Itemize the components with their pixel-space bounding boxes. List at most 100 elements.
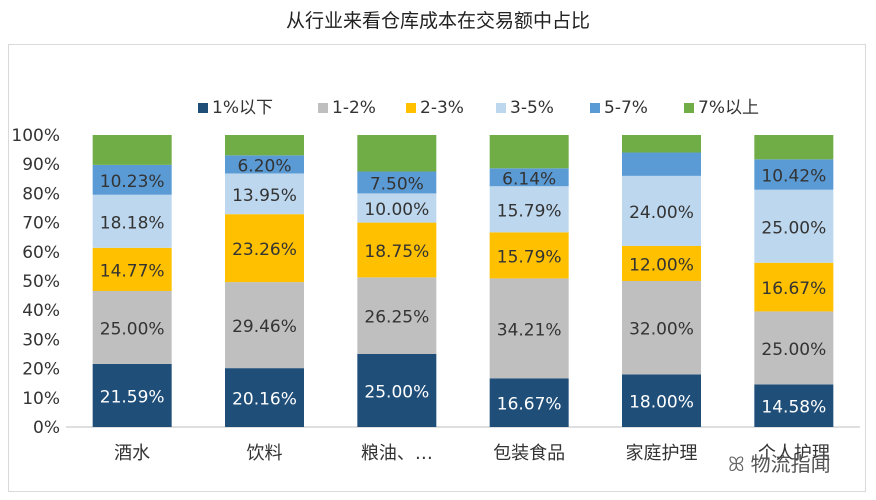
- y-tick-label: 10%: [22, 389, 60, 409]
- bar-segment: [622, 135, 701, 153]
- watermark-text: 物流指闻: [750, 452, 831, 476]
- bar-segment: [225, 155, 304, 174]
- data-label: 25.00%: [761, 218, 826, 238]
- bar-segment: [489, 186, 569, 233]
- data-label: 18.18%: [100, 213, 165, 233]
- legend-swatch: [406, 103, 416, 113]
- bar-segment: [754, 262, 834, 312]
- bar-segment: [357, 277, 437, 354]
- bar-segment: [622, 281, 701, 375]
- chart-title: 从行业来看仓库成本在交易额中占比: [285, 10, 590, 32]
- bar-segment: [754, 311, 834, 385]
- y-tick-label: 80%: [22, 184, 60, 204]
- bar-segment: [225, 282, 304, 369]
- bar-segment: [489, 378, 569, 427]
- bar-segment: [225, 173, 304, 215]
- watermark: ꕤ 物流指闻: [728, 448, 831, 477]
- data-label: 10.00%: [364, 200, 429, 220]
- y-tick-label: 90%: [22, 155, 60, 175]
- y-tick-label: 40%: [22, 301, 60, 321]
- data-label: 16.67%: [761, 279, 826, 299]
- y-tick-label: 0%: [33, 418, 60, 438]
- data-label: 6.20%: [237, 156, 291, 176]
- bar-segment: [357, 135, 437, 172]
- bar-segment: [357, 193, 437, 223]
- data-label: 25.00%: [364, 383, 429, 403]
- x-tick-label: 家庭护理: [626, 443, 698, 464]
- legend-label: 3-5%: [510, 98, 554, 118]
- bar-segment: [489, 168, 569, 187]
- data-label: 15.79%: [497, 247, 562, 267]
- data-label: 16.67%: [497, 395, 562, 415]
- bar-segment: [225, 214, 304, 283]
- bar-segment: [92, 194, 172, 248]
- bar-segment: [92, 135, 172, 165]
- bar-segment: [622, 152, 701, 176]
- bar-segment: [622, 374, 701, 427]
- chart-frame: [8, 44, 866, 492]
- legend-swatch: [684, 103, 694, 113]
- bar-segment: [357, 222, 437, 278]
- x-tick-label: 个人护理: [758, 443, 830, 464]
- bar-segment: [754, 189, 834, 263]
- data-label: 6.14%: [502, 169, 556, 189]
- data-label: 10.42%: [761, 167, 826, 187]
- data-label: 20.16%: [232, 390, 297, 410]
- y-tick-label: 100%: [11, 126, 60, 146]
- data-label: 25.00%: [761, 340, 826, 360]
- data-label: 34.21%: [497, 320, 562, 340]
- legend-label: 2-3%: [420, 98, 464, 118]
- data-label: 24.00%: [629, 203, 694, 223]
- bar-segment: [489, 232, 569, 279]
- bar-segment: [489, 278, 569, 379]
- data-label: 14.58%: [761, 398, 826, 418]
- bar-segment: [622, 245, 701, 281]
- data-label: 7.50%: [370, 174, 424, 194]
- wechat-icon: ꕤ: [728, 452, 745, 476]
- bar-segment: [754, 384, 834, 427]
- legend-swatch: [496, 103, 506, 113]
- data-label: 29.46%: [232, 317, 297, 337]
- bar-segment: [622, 175, 701, 246]
- bar-segment: [92, 363, 172, 427]
- data-label: 26.25%: [364, 308, 429, 328]
- data-label: 21.59%: [100, 387, 165, 407]
- y-tick-label: 60%: [22, 243, 60, 263]
- bar-segment: [489, 135, 569, 169]
- x-tick-label: 粮油、…: [361, 443, 433, 464]
- legend-label: 5-7%: [604, 98, 648, 118]
- data-label: 18.00%: [629, 393, 694, 413]
- bar-segment: [92, 290, 172, 364]
- bar-segment: [754, 159, 834, 190]
- legend-label: 1%以下: [212, 98, 273, 118]
- legend-swatch: [590, 103, 600, 113]
- data-label: 32.00%: [629, 320, 694, 340]
- y-tick-label: 50%: [22, 272, 60, 292]
- y-tick-label: 20%: [22, 360, 60, 380]
- bar-segment: [754, 135, 834, 160]
- data-label: 25.00%: [100, 319, 165, 339]
- legend-swatch: [318, 103, 328, 113]
- bar-segment: [92, 164, 172, 195]
- data-label: 15.79%: [497, 201, 562, 221]
- bar-segment: [225, 368, 304, 427]
- bar-segment: [92, 247, 172, 291]
- data-label: 23.26%: [232, 240, 297, 260]
- data-label: 12.00%: [629, 255, 694, 275]
- bar-segment: [225, 135, 304, 156]
- data-label: 18.75%: [364, 242, 429, 262]
- y-tick-label: 70%: [22, 214, 60, 234]
- x-tick-label: 酒水: [114, 443, 150, 464]
- data-label: 13.95%: [232, 186, 297, 206]
- y-tick-label: 30%: [22, 330, 60, 350]
- x-tick-label: 饮料: [247, 443, 283, 464]
- legend-label: 1-2%: [332, 98, 376, 118]
- data-label: 10.23%: [100, 172, 165, 192]
- data-label: 14.77%: [100, 261, 165, 281]
- bar-segment: [357, 171, 437, 194]
- bar-segment: [357, 354, 437, 427]
- x-tick-label: 包装食品: [493, 443, 565, 464]
- legend-swatch: [198, 103, 208, 113]
- legend-label: 7%以上: [698, 98, 759, 118]
